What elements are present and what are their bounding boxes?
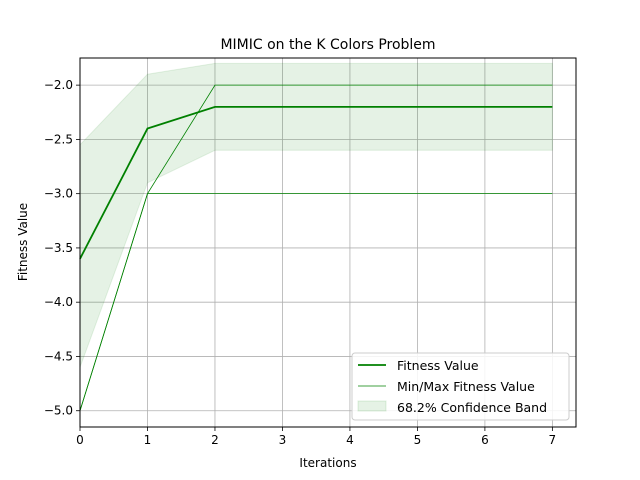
max-fitness-line (79, 84, 553, 411)
plot-frame (79, 57, 577, 428)
legend: Fitness Value Min/Max Fitness Value 68.2… (351, 352, 570, 421)
y-tick-label: −3.0 (44, 187, 73, 201)
legend-swatch-confidence-band (357, 400, 387, 412)
y-tick-label: −4.5 (44, 349, 73, 363)
series-layer (79, 84, 553, 411)
x-axis-title: Iterations (299, 456, 356, 470)
y-tick-label: −4.0 (44, 295, 73, 309)
confidence-band (79, 62, 553, 368)
legend-label-min-max: Min/Max Fitness Value (397, 379, 535, 394)
legend-label-confidence-band: 68.2% Confidence Band (397, 400, 547, 415)
x-tick-label: 6 (481, 433, 489, 447)
y-tick-label: −3.5 (44, 241, 73, 255)
chart-title: MIMIC on the K Colors Problem (220, 37, 435, 53)
legend-box (351, 352, 570, 421)
x-tick-label: 4 (346, 433, 354, 447)
x-tick-label: 5 (414, 433, 422, 447)
y-axis: −5.0 −4.5 −4.0 −3.5 −3.0 −2.5 −2.0 (44, 78, 80, 418)
y-tick-label: −2.0 (44, 78, 73, 92)
x-axis: 0 1 2 3 4 5 6 7 (76, 427, 556, 447)
y-tick-label: −2.5 (44, 132, 73, 146)
x-tick-label: 2 (211, 433, 219, 447)
min-fitness-line (79, 193, 553, 411)
x-tick-label: 0 (76, 433, 84, 447)
fitness-value-line (79, 105, 553, 260)
y-axis-title: Fitness Value (16, 203, 30, 281)
x-tick-label: 7 (549, 433, 557, 447)
legend-label-fitness-value: Fitness Value (397, 358, 479, 373)
confidence-band-layer (79, 62, 553, 368)
y-tick-label: −5.0 (44, 404, 73, 418)
x-tick-label: 3 (279, 433, 287, 447)
x-tick-label: 1 (144, 433, 152, 447)
